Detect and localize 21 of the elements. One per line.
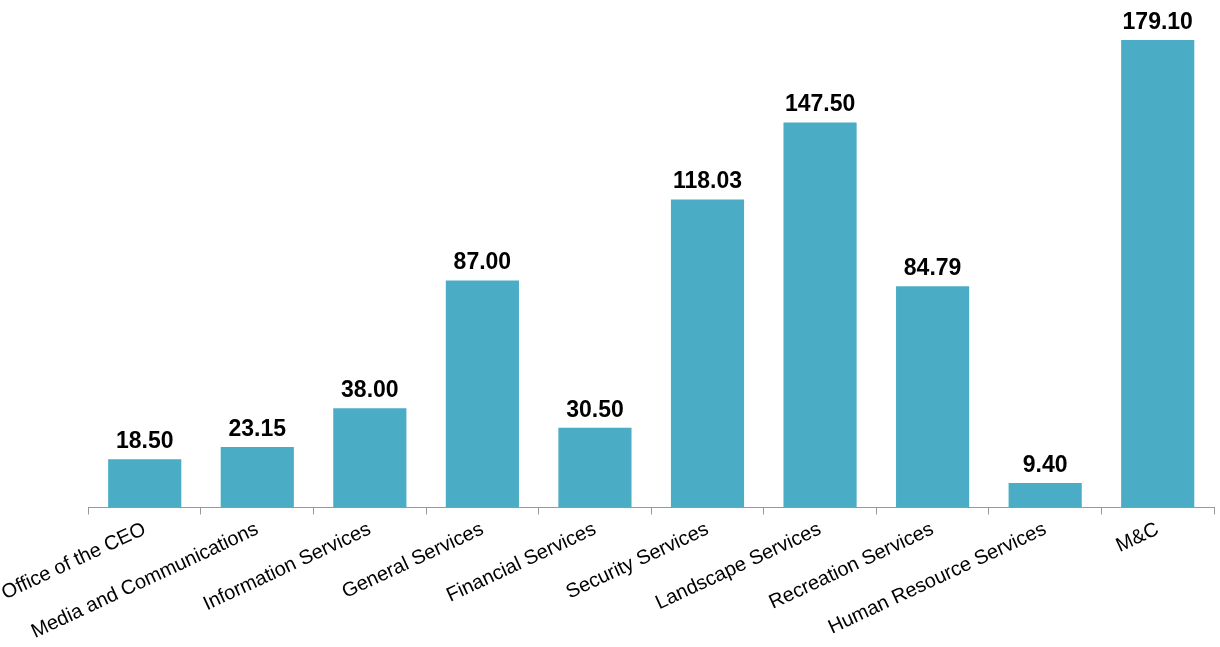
bar bbox=[1008, 482, 1082, 508]
bar bbox=[445, 280, 519, 508]
data-label: 87.00 bbox=[453, 248, 512, 275]
bar bbox=[1121, 40, 1195, 508]
bar bbox=[896, 286, 970, 508]
bar bbox=[670, 199, 745, 508]
data-label: 9.40 bbox=[1022, 450, 1068, 477]
bar bbox=[333, 408, 407, 508]
bar bbox=[558, 427, 632, 508]
data-label: 30.50 bbox=[566, 395, 624, 422]
data-label: 179.10 bbox=[1122, 7, 1193, 34]
data-label: 84.79 bbox=[903, 254, 962, 281]
data-label: 147.50 bbox=[784, 90, 856, 117]
x-tick-label: M&C bbox=[1112, 517, 1162, 556]
bar bbox=[783, 122, 857, 508]
data-label: 118.03 bbox=[672, 167, 743, 194]
data-label: 38.00 bbox=[341, 376, 399, 403]
data-label: 18.50 bbox=[115, 427, 174, 454]
bar bbox=[108, 459, 182, 508]
bar bbox=[220, 447, 294, 508]
data-label: 23.15 bbox=[228, 414, 287, 441]
